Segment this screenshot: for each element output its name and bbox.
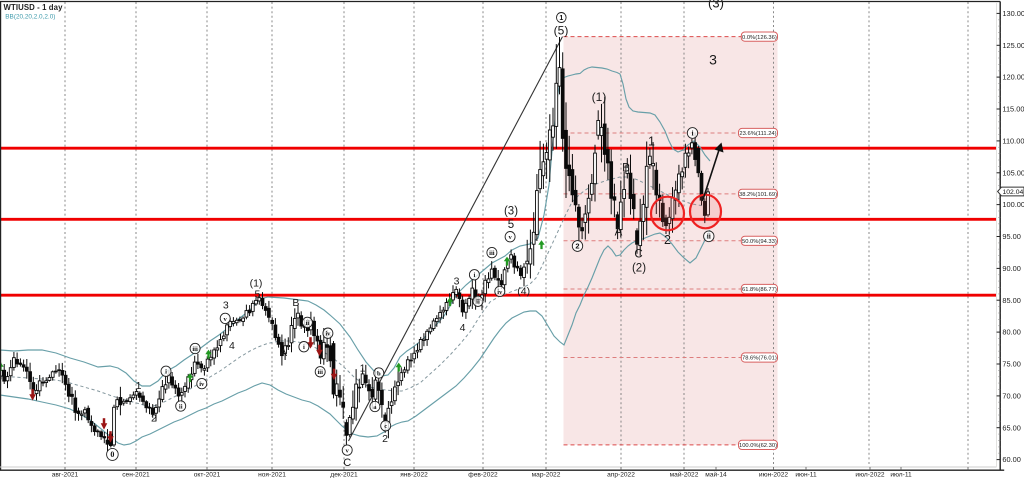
svg-text:фев-2022: фев-2022 xyxy=(468,472,498,479)
svg-text:i: i xyxy=(303,344,305,351)
svg-text:102.04: 102.04 xyxy=(1003,189,1024,196)
svg-text:(3): (3) xyxy=(708,0,724,10)
svg-text:окт-2021: окт-2021 xyxy=(194,472,221,479)
svg-text:апр-2022: апр-2022 xyxy=(607,472,635,479)
svg-text:115.00: 115.00 xyxy=(1002,105,1024,114)
svg-text:янв-2022: янв-2022 xyxy=(400,472,428,479)
svg-text:дек-2021: дек-2021 xyxy=(330,472,358,479)
svg-text:95.00: 95.00 xyxy=(1002,232,1021,241)
svg-text:1: 1 xyxy=(559,15,563,22)
svg-text:C: C xyxy=(634,248,642,260)
svg-text:5: 5 xyxy=(254,289,260,301)
svg-text:90.00: 90.00 xyxy=(1002,264,1021,273)
svg-text:3: 3 xyxy=(454,275,460,287)
svg-text:B: B xyxy=(622,162,630,174)
svg-text:WTIUSD - 1 day: WTIUSD - 1 day xyxy=(4,3,64,12)
svg-text:мар-2022: мар-2022 xyxy=(532,472,561,479)
svg-text:78.6%(76.01): 78.6%(76.01) xyxy=(742,356,777,362)
svg-text:b: b xyxy=(377,370,381,377)
svg-text:BB(20,20,2.0,2.0): BB(20,20,2.0,2.0) xyxy=(5,13,55,20)
svg-text:0.0%(126.36): 0.0%(126.36) xyxy=(742,35,777,41)
svg-text:1: 1 xyxy=(360,363,366,375)
svg-text:110.00: 110.00 xyxy=(1002,137,1024,146)
svg-text:ii: ii xyxy=(707,232,711,241)
svg-text:ноя-2021: ноя-2021 xyxy=(258,472,286,479)
svg-text:v: v xyxy=(224,316,228,323)
svg-text:120.00: 120.00 xyxy=(1002,73,1024,82)
svg-text:B: B xyxy=(292,297,299,309)
svg-text:май-14: май-14 xyxy=(705,471,727,479)
svg-text:130.00: 130.00 xyxy=(1002,9,1024,18)
svg-text:(1): (1) xyxy=(592,90,607,104)
svg-text:(1): (1) xyxy=(250,277,263,289)
svg-text:июн-11: июн-11 xyxy=(795,472,817,479)
svg-text:июл-11: июл-11 xyxy=(890,472,912,479)
svg-text:v: v xyxy=(508,234,512,241)
svg-text:80.00: 80.00 xyxy=(1002,328,1021,337)
svg-text:2: 2 xyxy=(664,233,671,247)
svg-text:iv: iv xyxy=(199,381,205,388)
svg-text:3: 3 xyxy=(709,51,717,67)
svg-text:61.8%(86.77): 61.8%(86.77) xyxy=(742,287,777,293)
svg-text:23.6%(111.24): 23.6%(111.24) xyxy=(739,131,776,137)
svg-text:60.00: 60.00 xyxy=(1002,455,1021,464)
svg-text:100.0%(62.30): 100.0%(62.30) xyxy=(739,443,777,449)
svg-text:A: A xyxy=(280,347,287,359)
svg-text:38.2%(101.69): 38.2%(101.69) xyxy=(739,192,777,198)
svg-text:3: 3 xyxy=(223,300,229,312)
svg-text:C: C xyxy=(343,457,351,469)
svg-text:4: 4 xyxy=(460,322,466,334)
svg-text:iii: iii xyxy=(317,369,323,376)
svg-text:70.00: 70.00 xyxy=(1002,392,1021,401)
svg-text:4: 4 xyxy=(229,340,235,352)
svg-text:i: i xyxy=(473,272,475,279)
svg-text:(2): (2) xyxy=(632,263,646,275)
svg-text:(3): (3) xyxy=(504,206,518,218)
svg-text:i: i xyxy=(165,369,167,376)
svg-text:iv: iv xyxy=(325,331,331,338)
svg-text:сен-2021: сен-2021 xyxy=(122,472,150,479)
svg-text:65.00: 65.00 xyxy=(1002,423,1021,432)
svg-text:ii: ii xyxy=(179,403,183,410)
svg-text:iv: iv xyxy=(497,289,503,296)
svg-text:85.00: 85.00 xyxy=(1002,296,1021,305)
svg-text:авг-2021: авг-2021 xyxy=(52,472,79,479)
svg-text:a: a xyxy=(373,404,377,411)
svg-text:июн-2022: июн-2022 xyxy=(759,472,788,479)
svg-text:2: 2 xyxy=(382,433,388,445)
svg-text:c: c xyxy=(384,423,387,430)
svg-text:iii: iii xyxy=(192,346,198,353)
svg-text:июл-2022: июл-2022 xyxy=(855,472,885,479)
svg-text:50.0%(94.33): 50.0%(94.33) xyxy=(742,239,777,245)
svg-text:2: 2 xyxy=(575,241,579,250)
svg-text:2: 2 xyxy=(151,412,157,424)
svg-text:105.00: 105.00 xyxy=(1002,168,1024,177)
svg-text:1: 1 xyxy=(136,380,142,392)
svg-text:(5): (5) xyxy=(554,24,569,38)
svg-text:ii: ii xyxy=(306,320,310,327)
svg-text:5: 5 xyxy=(508,219,514,231)
svg-text:A: A xyxy=(615,226,623,238)
svg-text:125.00: 125.00 xyxy=(1002,41,1024,50)
svg-text:100.00: 100.00 xyxy=(1002,200,1024,209)
svg-text:1: 1 xyxy=(648,134,655,148)
svg-text:(4): (4) xyxy=(517,285,530,297)
svg-text:0: 0 xyxy=(110,450,114,459)
svg-text:v: v xyxy=(346,448,350,455)
svg-text:ii: ii xyxy=(476,299,480,306)
svg-text:iii: iii xyxy=(489,250,495,257)
svg-text:май-2022: май-2022 xyxy=(670,471,699,479)
svg-text:i: i xyxy=(691,128,693,137)
svg-text:75.00: 75.00 xyxy=(1002,360,1021,369)
